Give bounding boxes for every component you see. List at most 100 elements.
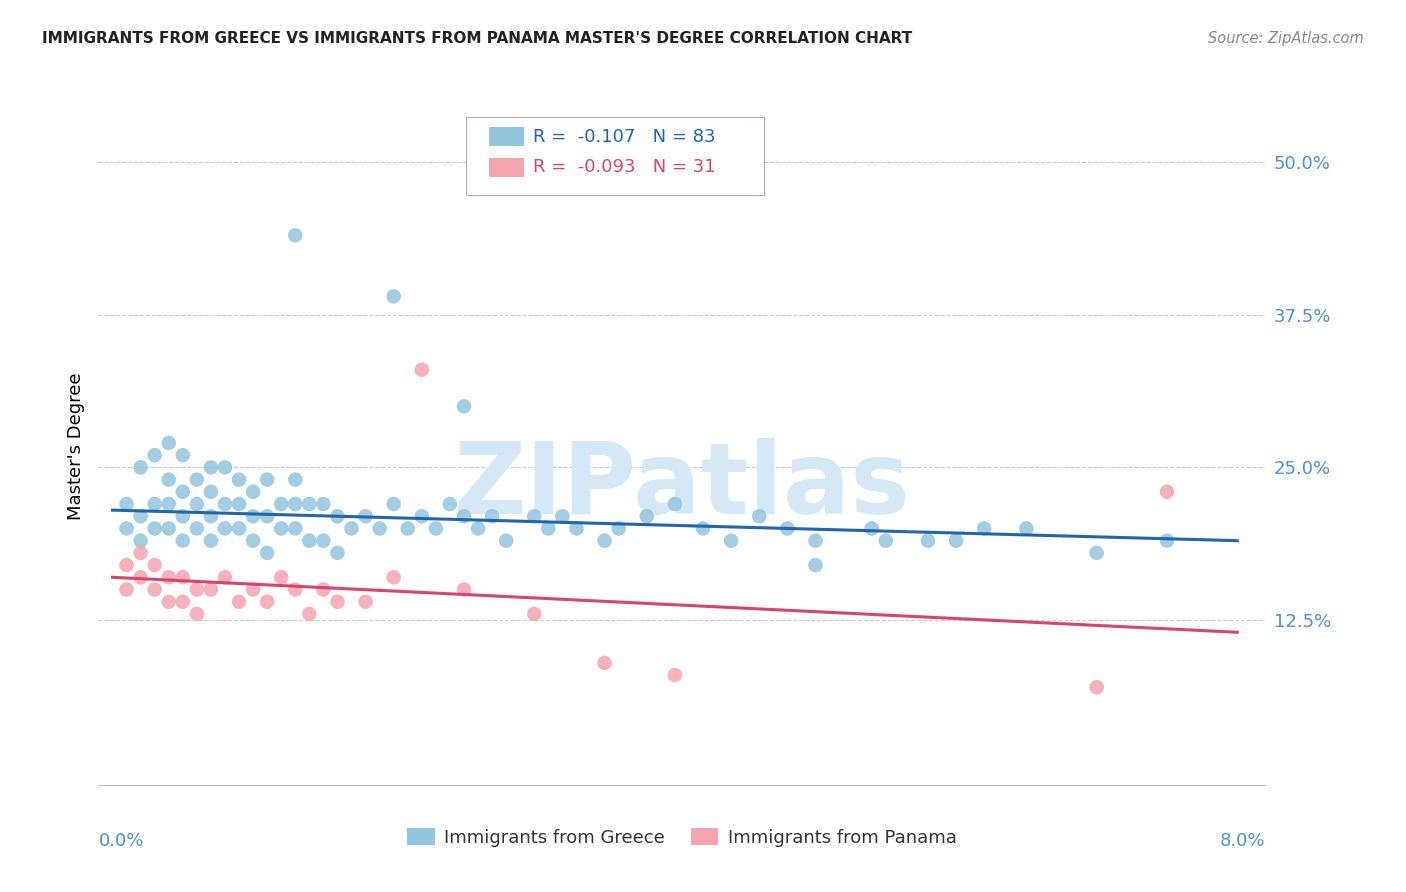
Point xyxy=(495,533,517,548)
Point xyxy=(214,570,236,584)
Point xyxy=(481,509,503,524)
Point xyxy=(453,582,475,597)
Point xyxy=(256,546,278,560)
Point xyxy=(551,509,574,524)
Point xyxy=(326,509,349,524)
Point xyxy=(186,582,208,597)
Point xyxy=(593,656,616,670)
Point xyxy=(186,521,208,535)
FancyBboxPatch shape xyxy=(465,117,763,195)
Point xyxy=(382,570,405,584)
Point xyxy=(1156,533,1178,548)
Point xyxy=(453,509,475,524)
Point xyxy=(186,497,208,511)
Point xyxy=(875,533,897,548)
Point xyxy=(1015,521,1038,535)
Point xyxy=(172,484,194,499)
Point xyxy=(186,473,208,487)
Point xyxy=(720,533,742,548)
Point xyxy=(523,607,546,621)
Point xyxy=(270,497,292,511)
Point xyxy=(143,497,166,511)
Point xyxy=(340,521,363,535)
Point xyxy=(298,497,321,511)
Text: R =  -0.093   N = 31: R = -0.093 N = 31 xyxy=(533,159,716,177)
Point xyxy=(242,509,264,524)
Point xyxy=(382,497,405,511)
Point xyxy=(326,595,349,609)
Point xyxy=(228,497,250,511)
Point xyxy=(284,473,307,487)
Point xyxy=(312,582,335,597)
Point xyxy=(411,362,433,376)
Point xyxy=(186,607,208,621)
Point xyxy=(917,533,939,548)
Point xyxy=(172,570,194,584)
Point xyxy=(523,509,546,524)
Point xyxy=(157,570,180,584)
Point xyxy=(593,533,616,548)
Text: R =  -0.107   N = 83: R = -0.107 N = 83 xyxy=(533,128,716,146)
Point xyxy=(298,607,321,621)
Point xyxy=(636,509,658,524)
Point xyxy=(214,460,236,475)
Point xyxy=(157,473,180,487)
Point xyxy=(439,497,461,511)
Point xyxy=(467,521,489,535)
Point xyxy=(776,521,799,535)
Point xyxy=(242,582,264,597)
Point xyxy=(228,521,250,535)
Point xyxy=(284,228,307,243)
Point xyxy=(368,521,391,535)
Point xyxy=(129,570,152,584)
Point xyxy=(200,533,222,548)
Point xyxy=(256,509,278,524)
Point xyxy=(143,448,166,462)
Point xyxy=(804,533,827,548)
Point xyxy=(664,668,686,682)
Point xyxy=(860,521,883,535)
Point xyxy=(214,497,236,511)
Text: 8.0%: 8.0% xyxy=(1220,832,1265,850)
Point xyxy=(129,533,152,548)
Point xyxy=(453,399,475,413)
Point xyxy=(129,546,152,560)
Point xyxy=(1085,546,1108,560)
Point xyxy=(242,484,264,499)
Point xyxy=(115,497,138,511)
Point xyxy=(172,509,194,524)
Point xyxy=(172,595,194,609)
Point xyxy=(382,289,405,303)
Point xyxy=(1156,484,1178,499)
Point xyxy=(200,509,222,524)
Point xyxy=(200,582,222,597)
Point xyxy=(157,497,180,511)
Point xyxy=(312,497,335,511)
Text: IMMIGRANTS FROM GREECE VS IMMIGRANTS FROM PANAMA MASTER'S DEGREE CORRELATION CHA: IMMIGRANTS FROM GREECE VS IMMIGRANTS FRO… xyxy=(42,31,912,46)
Point xyxy=(256,595,278,609)
Point xyxy=(411,509,433,524)
Point xyxy=(664,497,686,511)
Point xyxy=(200,484,222,499)
Point xyxy=(284,521,307,535)
Point xyxy=(143,582,166,597)
Legend: Immigrants from Greece, Immigrants from Panama: Immigrants from Greece, Immigrants from … xyxy=(401,822,963,854)
Point xyxy=(804,558,827,573)
Point xyxy=(312,533,335,548)
Point xyxy=(129,460,152,475)
Point xyxy=(298,533,321,548)
Point xyxy=(200,460,222,475)
Point xyxy=(537,521,560,535)
FancyBboxPatch shape xyxy=(489,158,524,177)
Point xyxy=(945,533,967,548)
Point xyxy=(157,521,180,535)
Point xyxy=(396,521,419,535)
Point xyxy=(1085,680,1108,694)
Point xyxy=(256,473,278,487)
Point xyxy=(214,521,236,535)
Point xyxy=(172,533,194,548)
Point xyxy=(284,582,307,597)
Point xyxy=(143,558,166,573)
Point xyxy=(270,521,292,535)
Point xyxy=(157,595,180,609)
